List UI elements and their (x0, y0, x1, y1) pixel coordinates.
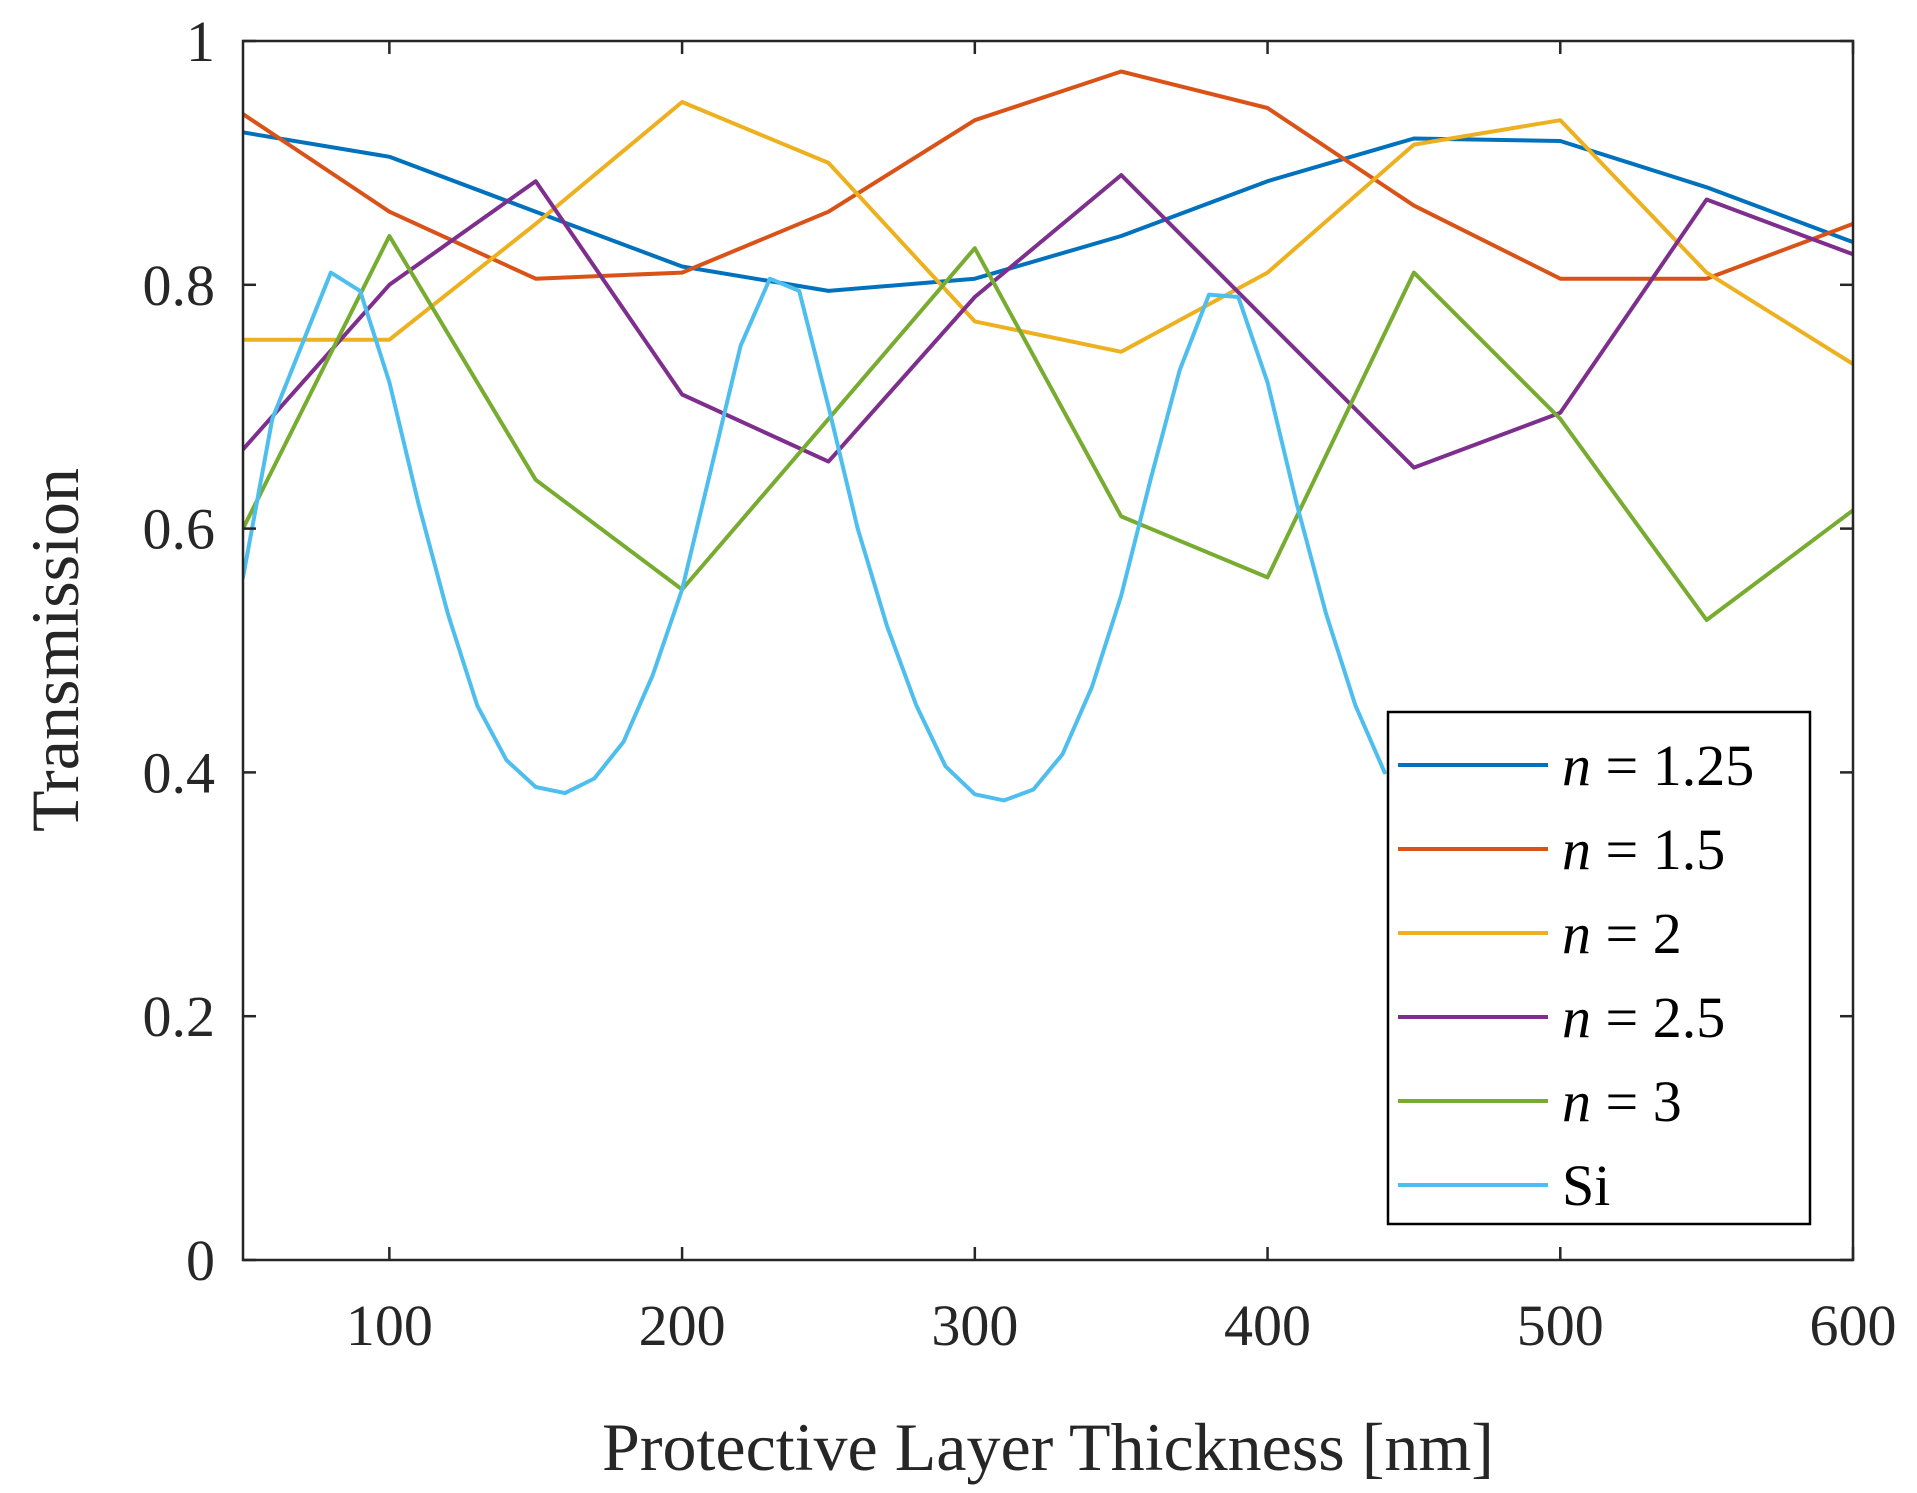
y-tick-label: 0.4 (143, 740, 216, 805)
y-tick-label: 0 (186, 1228, 215, 1293)
legend-label: n = 1.5 (1562, 817, 1725, 882)
plot-frame (241, 39, 1855, 1262)
legend-label: Si (1562, 1153, 1610, 1218)
series-line-4 (243, 234, 1853, 622)
legend-label: n = 2.5 (1562, 985, 1725, 1050)
series-line-0 (243, 130, 1853, 293)
legend-label-text: = 2.5 (1591, 985, 1725, 1050)
y-tick-label: 1 (186, 9, 215, 74)
legend-label-text: = 3 (1591, 1069, 1682, 1134)
legend-label-text: = 1.5 (1591, 817, 1725, 882)
legend-label-variable: n (1562, 817, 1591, 882)
x-tick-label: 100 (346, 1293, 433, 1358)
y-tick-label: 0.6 (143, 497, 216, 562)
legend-label: n = 3 (1562, 1069, 1682, 1134)
x-tick-label: 600 (1810, 1293, 1897, 1358)
series-line-2 (243, 100, 1853, 366)
legend-label-text: = 2 (1591, 901, 1682, 966)
y-tick-label: 0.2 (143, 984, 216, 1049)
series-layer (243, 69, 1853, 803)
legend-label-variable: n (1562, 985, 1591, 1050)
legend-label-text: Si (1562, 1153, 1610, 1218)
legend-label: n = 1.25 (1562, 733, 1754, 798)
tick-layer: 100 200 300 400 500 600 0 0.2 0.4 0.6 0.8 1 (143, 9, 1897, 1358)
y-axis-label: Transmission (17, 468, 93, 832)
legend-label: n = 2 (1562, 901, 1682, 966)
x-tick-label: 300 (931, 1293, 1018, 1358)
series-line-5 (243, 270, 1387, 803)
legend: n = 1.25n = 1.5n = 2n = 2.5n = 3Si (1386, 710, 1812, 1226)
legend-label-variable: n (1562, 733, 1591, 798)
legend-box (1386, 710, 1812, 1226)
x-axis-label: Protective Layer Thickness [nm] (602, 1409, 1494, 1485)
legend-label-variable: n (1562, 901, 1591, 966)
legend-label-variable: n (1562, 1069, 1591, 1134)
series-line-3 (243, 173, 1853, 470)
x-tick-label: 400 (1224, 1293, 1311, 1358)
y-tick-label: 0.8 (143, 253, 216, 318)
series-line-1 (243, 69, 1853, 281)
x-tick-label: 200 (639, 1293, 726, 1358)
x-tick-label: 500 (1517, 1293, 1604, 1358)
legend-label-text: = 1.25 (1591, 733, 1754, 798)
